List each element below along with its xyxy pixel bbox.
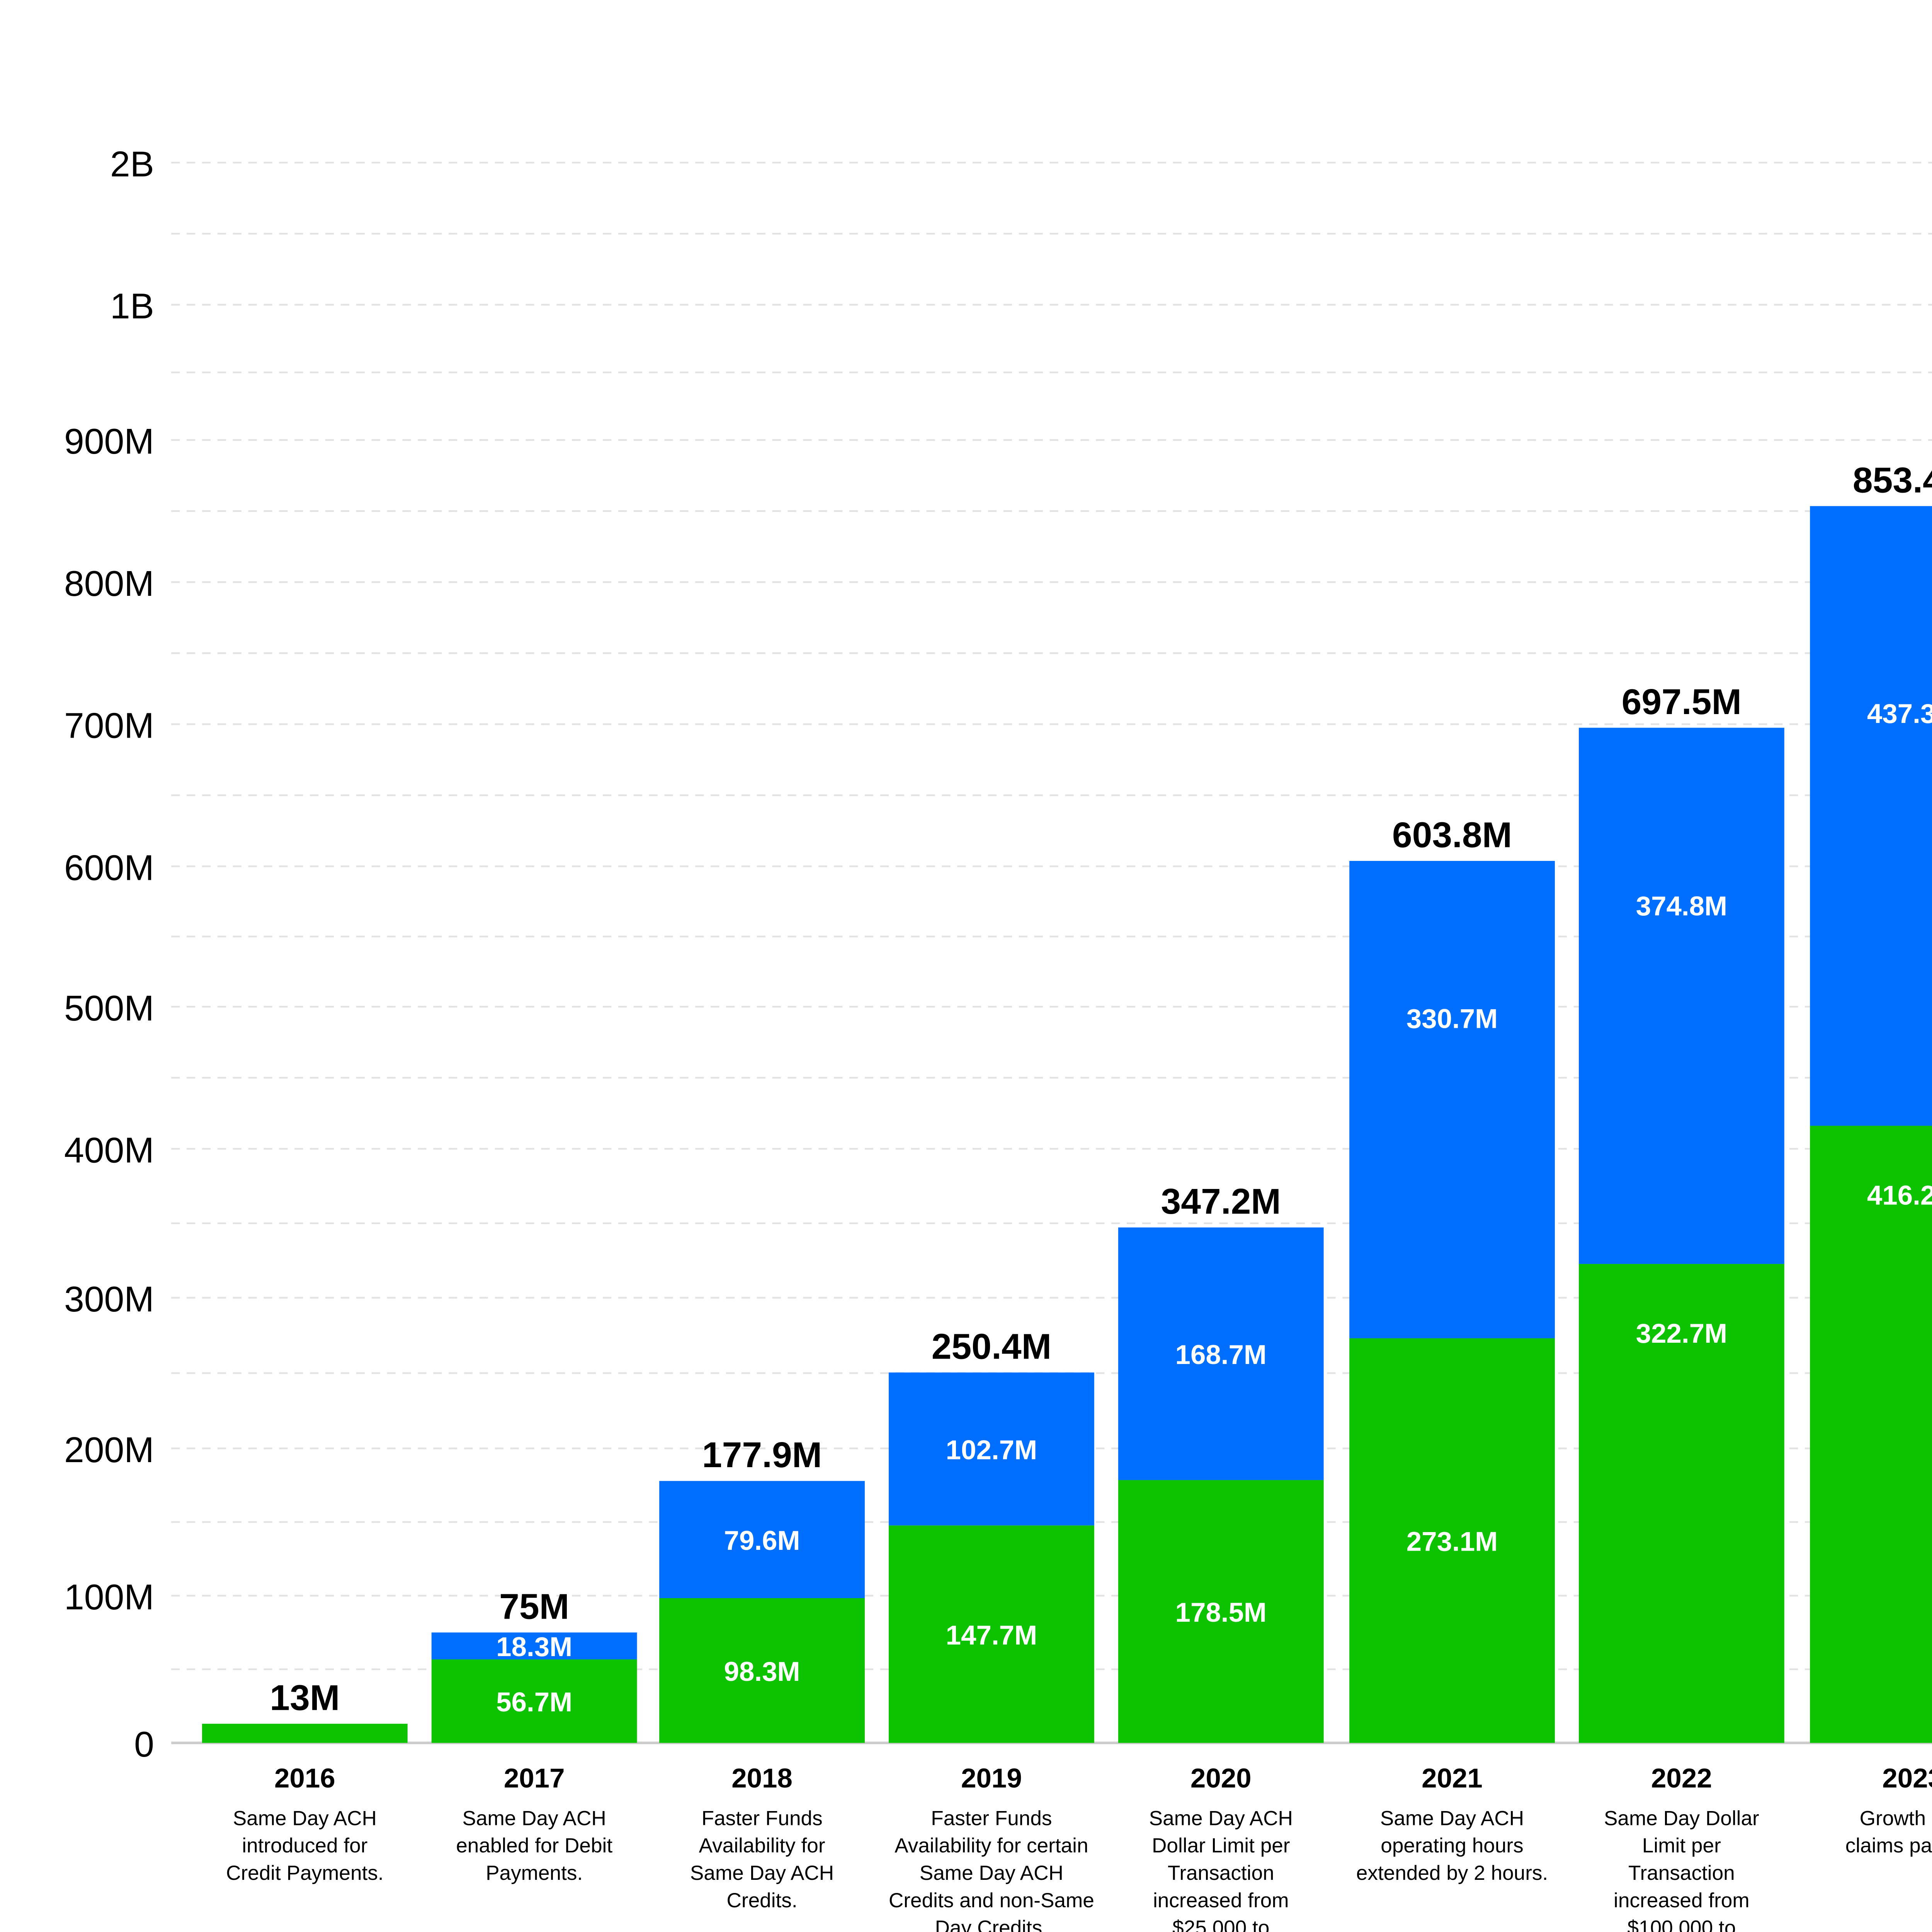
x-tick-label-2020: 2020 xyxy=(1190,1763,1252,1794)
x-tick-label-2022: 2022 xyxy=(1651,1763,1712,1794)
credit-label-2019: 147.7M xyxy=(946,1620,1037,1651)
bar-credit-2022 xyxy=(1578,1264,1784,1743)
x-axis-labels: 2016 Same Day ACH introduced for Credit Pay… xyxy=(226,1763,1932,1932)
annotation-line-2018: Credits. xyxy=(726,1889,797,1912)
annotation-line-2022: Transaction xyxy=(1628,1862,1735,1884)
annotation-line-2020: increased from xyxy=(1153,1889,1289,1912)
x-tick-label-2016: 2016 xyxy=(274,1763,335,1794)
annotation-line-2021: operating hours xyxy=(1381,1834,1523,1857)
annotation-line-2019: Day Credits. xyxy=(935,1917,1048,1932)
debit-label-2023: 437.3M xyxy=(1867,699,1932,729)
bar-credit-2018 xyxy=(659,1598,865,1743)
bar-debit-2017 xyxy=(431,1632,637,1660)
annotation-line-2018: Same Day ACH xyxy=(690,1862,834,1884)
debit-label-2017: 18.3M xyxy=(496,1632,572,1662)
annotation-line-2022: increased from xyxy=(1614,1889,1750,1912)
annotation-line-2018: Faster Funds xyxy=(701,1807,822,1830)
bar-labels: 13M 75M 56.7M 18.3M 177.9M 98.3M 79.6M 250.4M 14… xyxy=(270,460,1932,1718)
debit-label-2018: 79.6M xyxy=(724,1526,800,1556)
credit-label-2018: 98.3M xyxy=(724,1656,800,1687)
bar-debit-2018 xyxy=(659,1481,865,1599)
total-label-2022: 697.5M xyxy=(1622,682,1742,722)
annotation-line-2016: Credit Payments. xyxy=(226,1862,384,1884)
annotation-line-2019: Faster Funds xyxy=(931,1807,1052,1830)
bar-debit-2021 xyxy=(1349,861,1555,1338)
y-axis-ticks: 0 100M 200M 300M 400M 500M 600M 700M 800M 900M 1B 2… xyxy=(64,144,154,1764)
bar-debit-2019 xyxy=(889,1372,1094,1526)
bar-credit-2021 xyxy=(1349,1338,1555,1743)
total-label-2023: 853.4M xyxy=(1853,460,1932,500)
credit-label-2017: 56.7M xyxy=(496,1687,572,1718)
y-tick-label: 2B xyxy=(110,144,154,184)
annotation-line-2018: Availability for xyxy=(699,1834,825,1857)
x-tick-label-2017: 2017 xyxy=(504,1763,565,1794)
total-label-2021: 603.8M xyxy=(1392,815,1512,855)
y-tick-label: 200M xyxy=(64,1430,154,1470)
annotation-line-2021: extended by 2 hours. xyxy=(1356,1862,1548,1884)
total-label-2017: 75M xyxy=(499,1586,569,1626)
bars xyxy=(202,506,1932,1743)
bar-credit-2017 xyxy=(431,1659,637,1743)
bar-debit-2023 xyxy=(1810,506,1932,1126)
annotation-line-2023: claims payments, and account transfers. xyxy=(1845,1834,1932,1857)
annotation-line-2021: Same Day ACH xyxy=(1380,1807,1524,1830)
debit-label-2019: 102.7M xyxy=(946,1435,1037,1465)
x-tick-label-2023: 2023 xyxy=(1882,1763,1932,1794)
annotation-line-2019: Same Day ACH xyxy=(920,1862,1063,1884)
x-tick-label-2018: 2018 xyxy=(731,1763,793,1794)
x-tick-label-2019: 2019 xyxy=(961,1763,1022,1794)
total-label-2018: 177.9M xyxy=(702,1435,822,1475)
credit-label-2021: 273.1M xyxy=(1406,1527,1498,1557)
total-label-2020: 347.2M xyxy=(1161,1181,1281,1221)
annotation-line-2022: $100,000 to xyxy=(1627,1917,1736,1932)
annotation-line-2019: Credits and non-Same xyxy=(889,1889,1094,1912)
annotation-line-2017: enabled for Debit xyxy=(456,1834,612,1857)
bar-credit-2019 xyxy=(889,1525,1094,1743)
annotation-line-2017: Payments. xyxy=(486,1862,583,1884)
annotation-line-2020: Transaction xyxy=(1168,1862,1274,1884)
annotation-line-2022: Same Day Dollar xyxy=(1604,1807,1759,1830)
annotation-line-2016: Same Day ACH xyxy=(233,1807,377,1830)
debit-label-2021: 330.7M xyxy=(1406,1003,1498,1034)
total-label-2016: 13M xyxy=(270,1678,340,1718)
y-tick-label: 700M xyxy=(64,706,154,746)
y-tick-label: 900M xyxy=(64,421,154,461)
y-tick-label: 1B xyxy=(110,286,154,326)
y-tick-label: 400M xyxy=(64,1130,154,1170)
annotation-line-2019: Availability for certain xyxy=(895,1834,1088,1857)
annotation-line-2020: $25,000 to xyxy=(1172,1917,1269,1932)
annotation-line-2016: introduced for xyxy=(242,1834,367,1857)
y-tick-label: 800M xyxy=(64,563,154,604)
credit-label-2020: 178.5M xyxy=(1175,1597,1267,1628)
annotation-line-2022: Limit per xyxy=(1642,1834,1721,1857)
y-tick-label: 500M xyxy=(64,988,154,1028)
debit-label-2020: 168.7M xyxy=(1175,1340,1267,1370)
annotation-line-2020: Dollar Limit per xyxy=(1152,1834,1290,1857)
y-tick-label: 300M xyxy=(64,1279,154,1319)
debit-label-2022: 374.8M xyxy=(1636,891,1727,922)
y-tick-label: 0 xyxy=(134,1724,154,1764)
bar-debit-2022 xyxy=(1578,728,1784,1264)
annotation-line-2020: Same Day ACH xyxy=(1149,1807,1293,1830)
bar-debit-2020 xyxy=(1118,1227,1324,1480)
bar-credit-2020 xyxy=(1118,1480,1324,1743)
annotation-line-2017: Same Day ACH xyxy=(463,1807,606,1830)
credit-label-2023: 416.2M xyxy=(1867,1180,1932,1211)
bar-credit-2016 xyxy=(202,1724,408,1743)
x-tick-label-2021: 2021 xyxy=(1422,1763,1483,1794)
credit-label-2022: 322.7M xyxy=(1636,1318,1727,1349)
bar-credit-2023 xyxy=(1810,1126,1932,1743)
y-tick-label: 100M xyxy=(64,1577,154,1617)
annotation-line-2023: Growth in B2B, payroll and insurance xyxy=(1860,1807,1932,1830)
y-tick-label: 600M xyxy=(64,847,154,888)
total-label-2019: 250.4M xyxy=(932,1327,1051,1367)
